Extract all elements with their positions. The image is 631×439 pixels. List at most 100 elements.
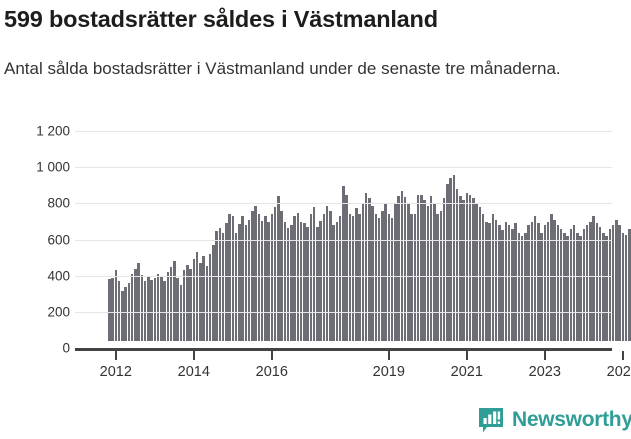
bar — [472, 198, 475, 341]
bar — [387, 214, 391, 341]
x-axis-tick-label: 2012 — [99, 364, 132, 380]
bar — [342, 186, 345, 341]
bar — [335, 221, 339, 341]
newsworthy-bar-chart-bubble-icon — [478, 407, 504, 433]
bar — [566, 236, 569, 341]
bar — [621, 232, 625, 341]
bar — [433, 203, 436, 341]
bar — [569, 228, 573, 341]
bar — [481, 214, 485, 341]
bar — [475, 203, 478, 341]
x-axis-tick — [465, 351, 468, 360]
bar — [468, 194, 472, 341]
bar — [293, 216, 296, 341]
bar — [348, 214, 352, 341]
x-axis-tick — [387, 351, 390, 360]
bar — [130, 274, 134, 341]
bar — [598, 227, 602, 341]
bar — [384, 203, 387, 341]
x-axis-tick — [621, 351, 624, 360]
bar — [221, 232, 225, 341]
page-subtitle: Antal sålda bostadsrätter i Västmanland … — [4, 59, 561, 78]
bar — [446, 183, 449, 341]
bar — [147, 275, 150, 341]
gridline — [75, 240, 612, 241]
gridline — [75, 167, 612, 168]
bar — [602, 232, 605, 341]
bar — [303, 222, 306, 341]
bar — [267, 221, 270, 341]
bar — [589, 221, 592, 341]
bar — [215, 230, 218, 341]
bar — [264, 216, 267, 341]
bar — [166, 272, 170, 341]
bar — [394, 203, 397, 341]
bar — [436, 214, 439, 341]
bar — [563, 232, 566, 341]
bar — [553, 219, 556, 341]
bar — [121, 291, 124, 341]
bar — [410, 214, 413, 341]
bar — [247, 219, 251, 341]
bar — [280, 210, 283, 341]
bar — [140, 275, 144, 341]
bar — [117, 281, 121, 341]
bar — [225, 222, 228, 341]
bar — [182, 270, 186, 341]
bar — [595, 223, 599, 341]
bar — [478, 207, 482, 341]
bar — [426, 206, 430, 341]
bar — [358, 214, 361, 341]
plot-area: 599 — [75, 120, 631, 352]
bar — [592, 216, 595, 341]
x-axis-tick-label: 2021 — [450, 364, 483, 380]
bar — [176, 277, 179, 341]
x-axis-tick-label: 2016 — [255, 364, 288, 380]
bar — [241, 216, 244, 341]
y-axis-tick-label: 0 — [62, 340, 70, 356]
newsworthy-logo: Newsworthy — [478, 406, 631, 434]
bar — [449, 178, 452, 341]
bar — [160, 276, 163, 341]
x-axis-tick — [192, 351, 195, 360]
bar-series: 599 — [108, 124, 631, 341]
bar — [540, 232, 543, 341]
gridline — [75, 131, 612, 132]
x-axis-tick — [114, 351, 117, 360]
bar — [329, 210, 332, 341]
newsworthy-wordmark: Newsworthy — [512, 408, 631, 431]
bar — [273, 207, 277, 341]
bar — [494, 219, 498, 341]
bar — [124, 286, 127, 341]
bar — [322, 213, 326, 341]
bar — [150, 279, 153, 341]
bar — [137, 263, 140, 341]
bar — [153, 277, 157, 341]
bar — [257, 213, 261, 341]
x-axis-tick-label: 2014 — [177, 364, 210, 380]
bar — [556, 225, 560, 341]
bar — [537, 222, 540, 341]
bar — [202, 256, 205, 341]
bar — [254, 206, 257, 341]
bar-chart: 0 200 400 600 800 1 000 1 200 599 2012 2014 2016… — [0, 120, 631, 381]
bar — [517, 232, 521, 341]
bar — [114, 269, 118, 341]
bar — [624, 235, 628, 341]
bar — [416, 194, 420, 341]
bar — [465, 192, 469, 341]
bar — [345, 194, 348, 341]
bar — [608, 228, 612, 341]
bar — [530, 221, 534, 341]
x-axis-tick — [543, 351, 546, 360]
bar — [413, 214, 417, 341]
bar — [173, 261, 176, 341]
bar — [199, 263, 202, 341]
gridline — [75, 276, 612, 277]
bar — [371, 206, 374, 341]
y-axis-tick-label: 800 — [47, 195, 70, 211]
bar — [628, 228, 631, 341]
bar — [218, 227, 222, 341]
bar — [377, 218, 381, 341]
